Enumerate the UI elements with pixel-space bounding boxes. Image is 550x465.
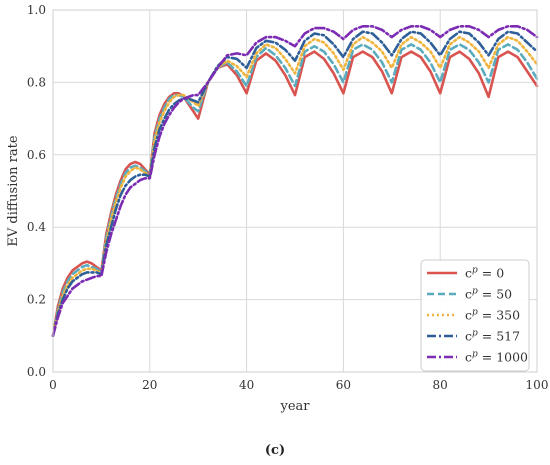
legend-label-4: cp = 1000 xyxy=(465,350,528,365)
y-tick-label: 1.0 xyxy=(27,3,46,17)
y-tick-label: 0.0 xyxy=(27,365,46,379)
y-tick-label: 0.4 xyxy=(27,220,46,234)
legend-label-1: cp = 50 xyxy=(465,287,512,302)
legend: cp = 0 cp = 50 cp = 350 cp = 517 cp = 1000 xyxy=(420,259,530,372)
legend-label-3: cp = 517 xyxy=(465,329,520,344)
series-line-2 xyxy=(51,35,539,338)
x-tick-label: 0 xyxy=(49,378,57,392)
x-tick-label: 60 xyxy=(336,378,351,392)
figure-caption: (c) xyxy=(264,443,286,458)
x-tick-label: 40 xyxy=(239,378,254,392)
y-tick-label: 0.6 xyxy=(27,148,46,162)
x-tick-label: 100 xyxy=(526,378,549,392)
legend-box xyxy=(420,259,530,372)
series-lines xyxy=(51,24,539,338)
y-tick-labels: 0.0 0.2 0.4 0.6 0.8 1.0 xyxy=(27,3,46,379)
y-axis-label: EV diffusion rate xyxy=(6,135,21,246)
x-tick-label: 80 xyxy=(433,378,448,392)
legend-label-0: cp = 0 xyxy=(465,266,504,281)
x-tick-label: 20 xyxy=(142,378,157,392)
x-tick-labels: 0 20 40 60 80 100 xyxy=(49,378,548,392)
plot-frame xyxy=(52,9,538,373)
series-line-4 xyxy=(51,24,539,338)
legend-label-2: cp = 350 xyxy=(465,308,520,323)
y-tick-label: 0.8 xyxy=(27,75,46,89)
x-axis-label: year xyxy=(279,399,310,414)
y-tick-label: 0.2 xyxy=(27,293,46,307)
